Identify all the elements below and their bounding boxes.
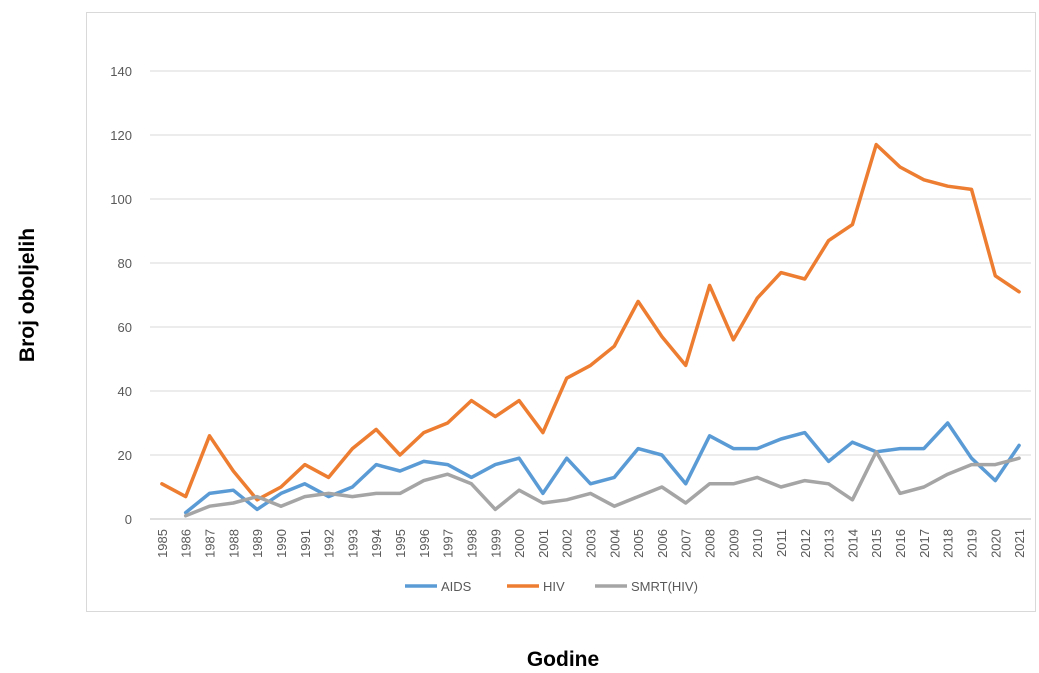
x-tick-label: 2008 [703, 529, 718, 558]
x-tick-label: 2016 [893, 529, 908, 558]
x-tick-label: 2012 [798, 529, 813, 558]
x-tick-label: 2000 [512, 529, 527, 558]
x-tick-label: 1987 [203, 529, 218, 558]
series-line-hiv [160, 142, 1021, 502]
y-axis-ticks: 0 20 40 60 80 100 120 140 [110, 64, 132, 527]
x-tick-label: 1985 [155, 529, 170, 558]
x-tick-label: 1986 [179, 529, 194, 558]
x-tick-label: 1991 [298, 529, 313, 558]
x-tick-label: 2001 [536, 529, 551, 558]
legend: AIDS HIV SMRT(HIV) [405, 579, 698, 594]
chart-area: 0 20 40 60 80 100 120 140 1985 1986 1987 1988 1989 1… [86, 12, 1036, 612]
y-tick-label: 140 [110, 64, 132, 79]
x-tick-label: 2005 [631, 529, 646, 558]
series-lines [160, 142, 1021, 518]
y-tick-label: 120 [110, 128, 132, 143]
x-tick-label: 2018 [941, 529, 956, 558]
x-tick-label: 1995 [393, 529, 408, 558]
x-tick-label: 2015 [869, 529, 884, 558]
x-tick-label: 1993 [345, 529, 360, 558]
legend-label: SMRT(HIV) [631, 579, 698, 594]
legend-label: HIV [543, 579, 565, 594]
legend-label: AIDS [441, 579, 472, 594]
x-tick-label: 2002 [560, 529, 575, 558]
x-tick-label: 1999 [488, 529, 503, 558]
x-tick-label: 1998 [464, 529, 479, 558]
y-axis-title: Broj oboljelih [16, 227, 39, 363]
y-tick-label: 0 [125, 512, 132, 527]
y-tick-label: 60 [118, 320, 132, 335]
x-tick-label: 2003 [584, 529, 599, 558]
x-tick-label: 2019 [964, 529, 979, 558]
x-tick-label: 2009 [726, 529, 741, 558]
x-tick-label: 2010 [750, 529, 765, 558]
x-tick-label: 1988 [226, 529, 241, 558]
series-line-smrt-hiv- [183, 450, 1021, 518]
x-axis-ticks: 1985 1986 1987 1988 1989 1990 1991 1992 1993 1994… [155, 529, 1027, 558]
x-tick-label: 1990 [274, 529, 289, 558]
x-tick-label: 2021 [1012, 529, 1027, 558]
x-tick-label: 1996 [417, 529, 432, 558]
y-tick-label: 20 [118, 448, 132, 463]
x-tick-label: 2006 [655, 529, 670, 558]
x-tick-label: 2007 [679, 529, 694, 558]
y-tick-label: 40 [118, 384, 132, 399]
y-tick-label: 80 [118, 256, 132, 271]
y-tick-label: 100 [110, 192, 132, 207]
x-tick-label: 1992 [322, 529, 337, 558]
gridlines [150, 70, 1031, 520]
x-tick-label: 2004 [607, 529, 622, 558]
x-tick-label: 2020 [988, 529, 1003, 558]
x-tick-label: 1994 [369, 529, 384, 558]
x-tick-label: 2017 [917, 529, 932, 558]
x-tick-label: 2014 [845, 529, 860, 558]
x-tick-label: 1997 [441, 529, 456, 558]
x-axis-title: Godine [526, 648, 600, 671]
x-tick-label: 1989 [250, 529, 265, 558]
x-tick-label: 2011 [774, 529, 789, 557]
x-tick-label: 2013 [822, 529, 837, 558]
